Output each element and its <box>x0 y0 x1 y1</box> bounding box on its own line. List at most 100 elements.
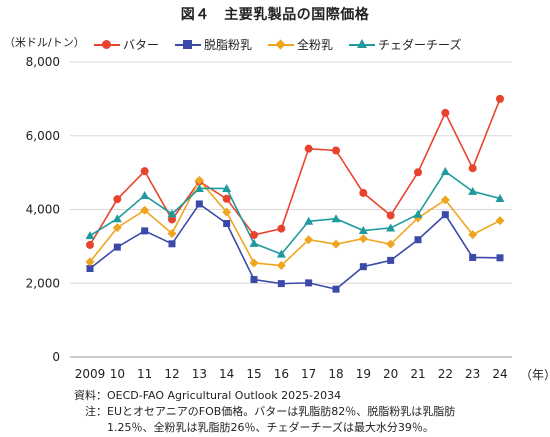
legend-item: 脱脂粉乳 <box>175 36 252 53</box>
data-point <box>167 228 177 238</box>
x-tick-label: 13 <box>192 367 207 381</box>
legend-item: バター <box>94 36 159 53</box>
data-point <box>304 216 314 225</box>
data-point <box>223 220 231 228</box>
legend-swatch <box>94 39 120 51</box>
data-point <box>86 240 94 249</box>
y-tick-label: 4,000 <box>26 203 60 217</box>
legend-swatch <box>349 38 376 51</box>
data-point <box>168 215 176 224</box>
note-line-1: 注：EUとオセアニアのFOB価格。バターは乳脂肪82％、脱脂粉乳は乳脂肪 <box>74 405 456 418</box>
data-point <box>194 175 204 185</box>
data-point <box>276 261 286 271</box>
data-point <box>249 258 259 268</box>
x-tick-label: 19 <box>356 367 371 381</box>
data-point <box>85 231 95 240</box>
y-tick-label: 0 <box>52 350 60 364</box>
legend-item: 全粉乳 <box>268 36 333 53</box>
data-point <box>358 226 368 235</box>
note-line-2: 1.25％、全粉乳は乳脂肪26％、チェダーチーズは最大水分39％。 <box>74 421 434 434</box>
data-point <box>332 146 340 155</box>
series-line <box>89 178 501 267</box>
data-point <box>331 239 341 249</box>
data-point <box>441 211 449 219</box>
x-tick-label: 14 <box>219 367 234 381</box>
legend-label: チェダーチーズ <box>378 38 462 52</box>
data-point <box>249 238 259 247</box>
data-point <box>86 265 94 272</box>
x-tick-label: 16 <box>274 367 289 381</box>
data-point <box>305 279 313 287</box>
y-tick-label: 2,000 <box>26 276 60 290</box>
data-point <box>222 194 231 203</box>
data-point <box>386 239 396 249</box>
series-line <box>89 98 501 246</box>
data-point <box>468 164 477 173</box>
legend-label: バター <box>123 38 160 52</box>
data-point <box>113 243 121 251</box>
data-point <box>386 223 396 232</box>
data-point <box>250 230 258 239</box>
x-tick-label: 11 <box>137 367 152 381</box>
data-point <box>194 183 204 192</box>
y-tick-label: 8,000 <box>26 55 60 69</box>
legend-item: チェダーチーズ <box>349 36 461 53</box>
data-point <box>469 253 477 261</box>
data-point <box>140 190 150 199</box>
data-point <box>441 108 450 117</box>
data-point <box>495 193 505 202</box>
data-point <box>413 209 423 218</box>
data-point <box>140 205 150 215</box>
x-tick-label: 24 <box>492 367 507 381</box>
data-point <box>386 211 395 220</box>
data-point <box>495 216 505 226</box>
x-tick-label: 17 <box>301 367 316 381</box>
data-point <box>358 234 368 244</box>
data-point <box>168 240 176 248</box>
x-tick-label: 23 <box>465 367 480 381</box>
data-point <box>222 183 232 192</box>
data-point <box>332 285 340 293</box>
x-tick-label: 12 <box>164 367 179 381</box>
data-point <box>276 249 286 258</box>
data-point <box>468 186 478 195</box>
x-tick-label: 2009 <box>75 367 106 381</box>
data-point <box>496 254 504 262</box>
chart-title: 図４ 主要乳製品の国際価格 <box>180 7 370 23</box>
y-tick-label: 6,000 <box>26 129 60 143</box>
source-notes: 資料：OECD-FAO Agricultural Outlook 2025-20… <box>74 388 455 436</box>
data-point <box>250 276 258 284</box>
legend-label: 全粉乳 <box>297 38 334 52</box>
data-point <box>112 223 122 233</box>
data-point <box>331 214 341 223</box>
source-line: 資料：OECD-FAO Agricultural Outlook 2025-20… <box>74 389 342 402</box>
data-point <box>496 94 504 103</box>
data-point <box>167 209 177 218</box>
data-point <box>140 167 149 176</box>
data-point <box>414 168 422 177</box>
x-tick-label: 10 <box>110 367 125 381</box>
legend: バター 脱脂粉乳 全粉乳 チェダーチーズ <box>94 36 461 53</box>
data-point <box>440 167 450 176</box>
legend-swatch <box>175 39 202 51</box>
data-point <box>141 227 149 235</box>
data-point <box>113 195 122 204</box>
data-point <box>304 144 313 153</box>
data-point <box>440 195 450 205</box>
x-tick-label: 15 <box>246 367 261 381</box>
data-point <box>222 207 232 217</box>
y-axis-unit-label: （米ドル/トン） <box>4 36 85 49</box>
data-point <box>85 257 95 267</box>
series-line <box>89 170 501 256</box>
x-axis-unit-label: （年） <box>520 368 550 382</box>
data-point <box>359 188 368 197</box>
x-tick-label: 20 <box>383 367 398 381</box>
data-point <box>414 236 422 244</box>
x-tick-label: 21 <box>410 367 425 381</box>
x-tick-label: 18 <box>328 367 343 381</box>
data-point <box>277 280 285 288</box>
legend-swatch <box>268 38 295 51</box>
data-point <box>468 230 478 240</box>
